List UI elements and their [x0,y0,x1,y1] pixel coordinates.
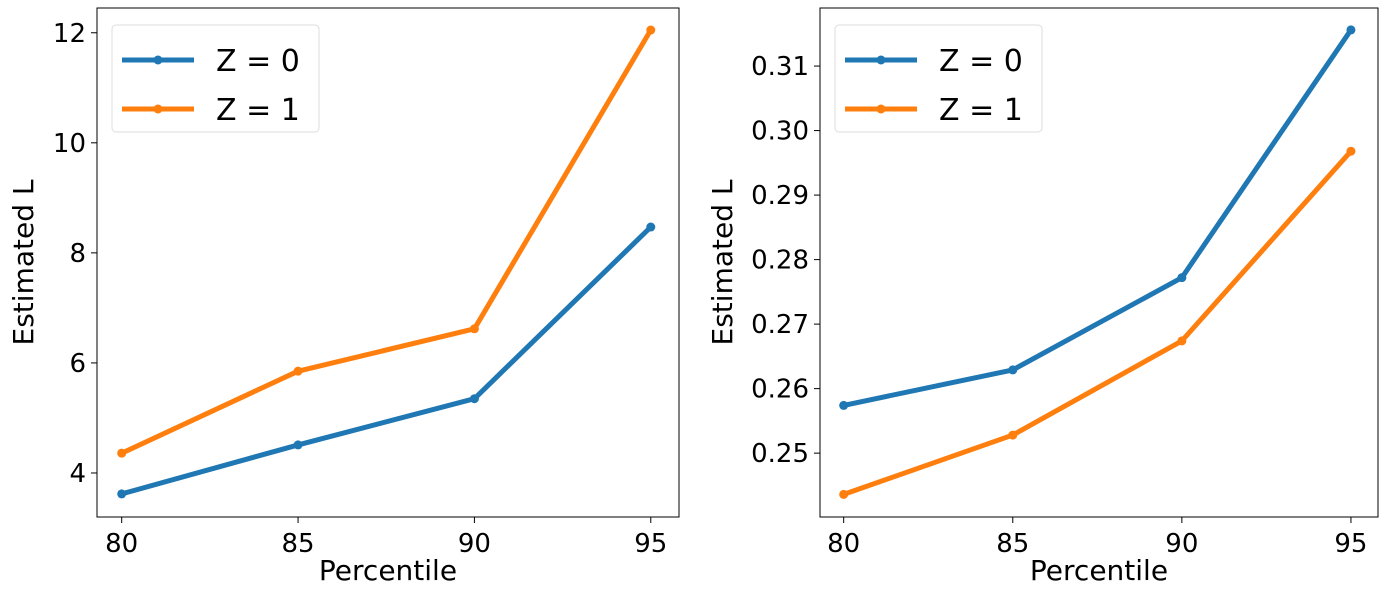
legend: Z = 0 Z = 1 [834,24,1043,133]
series-line-z1 [120,28,653,456]
data-point [469,394,479,404]
x-tick-label: 80 [105,529,138,559]
x-axis-label: Percentile [1030,554,1168,587]
axes-frame [96,7,680,518]
x-tick-label: 90 [1165,529,1198,559]
data-point [646,222,656,232]
legend-label: Z = 1 [939,93,1023,128]
legend-label: Z = 0 [216,44,300,79]
x-tick-label: 95 [1334,529,1367,559]
x-axis-label: Percentile [319,554,457,587]
legend-marker [876,55,886,65]
y-tick-label: 0.28 [751,246,809,276]
y-tick-label: 0.31 [751,52,809,82]
y-axis-label: Estimated L [706,179,739,345]
data-point [646,25,656,35]
x-tick-label: 85 [282,529,315,559]
axes-frame [819,7,1379,518]
x-tick-label: 80 [827,529,860,559]
y-axis-label: Estimated L [7,179,40,345]
data-point [839,400,849,410]
data-point [1346,146,1356,156]
y-tick-label: 8 [69,239,86,269]
y-tick-label: 10 [53,129,86,159]
series-line-z1 [842,149,1353,497]
legend-marker [153,104,163,114]
y-tick-label: 6 [69,349,86,379]
data-point [117,489,127,499]
data-point [1346,25,1356,35]
y-tick-label: 12 [53,19,86,49]
chart-1: 80 85 90 95 4 6 8 10 12 Percentile Estimated L Z = … [7,7,680,587]
data-point [839,489,849,499]
x-tick-label: 95 [634,529,667,559]
x-tick-label: 90 [458,529,491,559]
y-tick-label: 0.25 [751,439,809,469]
data-point [1177,336,1187,346]
data-point [1177,273,1187,283]
series-line-z0 [843,28,1354,408]
data-point [293,366,303,376]
y-tick-label: 0.26 [751,375,809,405]
series-line-z0 [121,225,653,497]
x-tick-label: 85 [996,529,1029,559]
legend-marker [153,55,163,65]
y-tick-label: 4 [69,459,86,489]
data-point [469,324,479,334]
chart-2: 80 85 90 95 0.25 0.26 0.27 0.28 0.29 0.30 0.31 Perc… [706,7,1379,587]
legend-box [834,24,1043,133]
legend-label: Z = 1 [216,93,300,128]
y-tick-label: 0.30 [751,117,809,147]
data-point [1008,430,1018,440]
legend-label: Z = 0 [939,44,1023,79]
data-point [1008,365,1018,375]
legend: Z = 0 Z = 1 [111,24,320,133]
data-point [293,440,303,450]
legend-marker [876,104,886,114]
legend-box [111,24,320,133]
y-tick-label: 0.29 [751,181,809,211]
y-tick-label: 0.27 [751,310,809,340]
data-point [117,448,127,458]
